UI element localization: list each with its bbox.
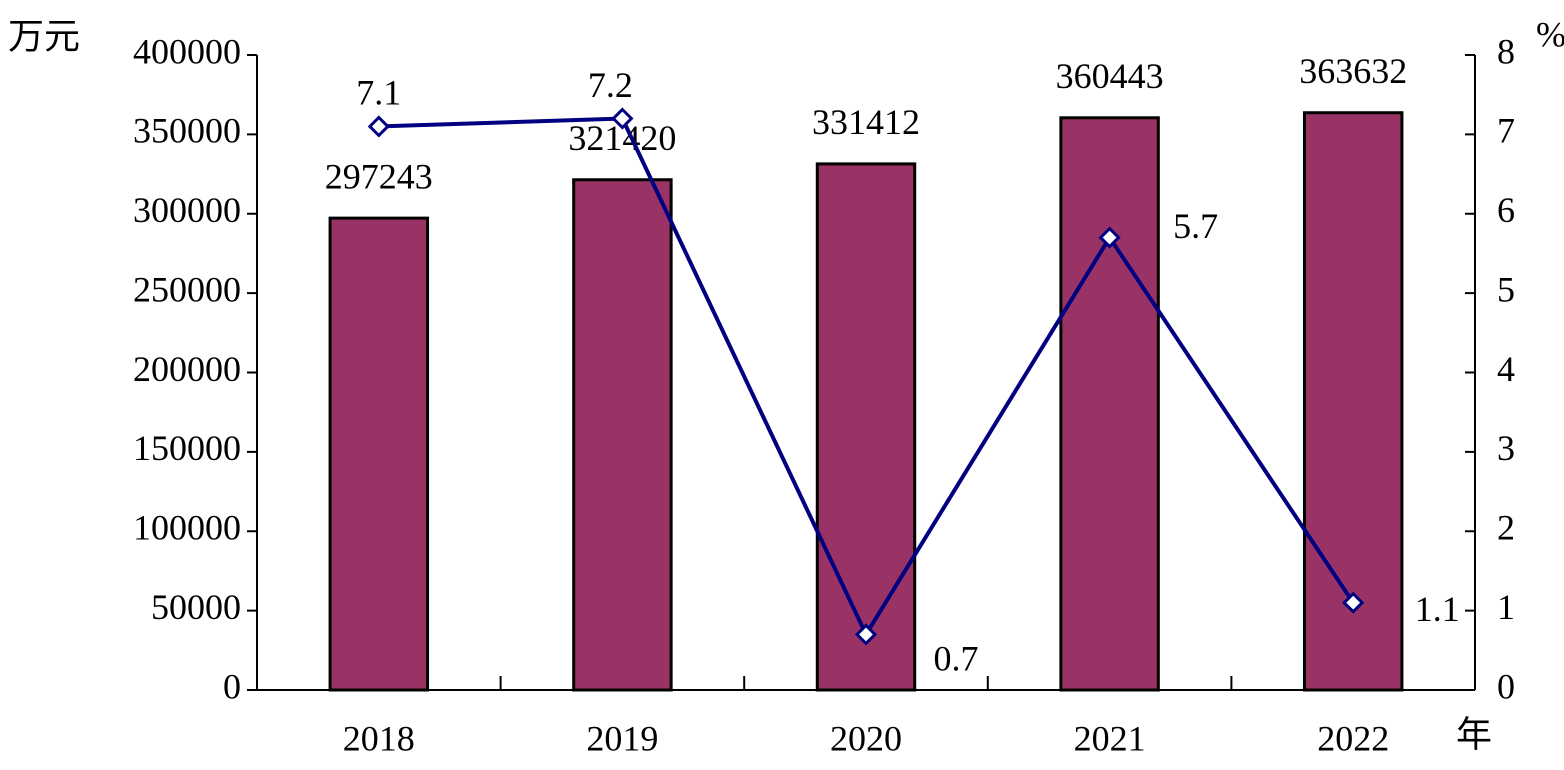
y2-tick-label: 0: [1497, 666, 1515, 706]
x-tick-label: 2021: [1074, 718, 1146, 758]
bar-value-label: 297243: [325, 156, 433, 196]
line-marker: [854, 623, 878, 646]
bar-value-label: 360443: [1056, 56, 1164, 96]
y-tick-label: 0: [223, 666, 241, 706]
line-value-label: 7.2: [588, 65, 633, 105]
y-tick-label: 200000: [133, 349, 241, 389]
line-value-label: 7.1: [356, 73, 401, 113]
x-tick-label: 2018: [343, 718, 415, 758]
bar: [1059, 116, 1160, 692]
y-tick-label: 50000: [151, 587, 241, 627]
line-value-label: 0.7: [934, 639, 979, 679]
y2-axis-label: %: [1536, 14, 1564, 54]
y2-tick-label: 4: [1497, 349, 1515, 389]
y2-tick-label: 8: [1497, 31, 1515, 71]
y-axis-label: 万元: [8, 16, 80, 56]
line-value-label: 5.7: [1173, 206, 1218, 246]
line-marker: [367, 115, 390, 138]
bar: [815, 162, 917, 692]
y2-tick-label: 2: [1497, 508, 1515, 548]
y-tick-label: 400000: [133, 31, 241, 71]
x-tick-label: 2019: [586, 718, 658, 758]
line-marker: [1342, 591, 1365, 614]
line-marker: [1098, 226, 1121, 249]
y-tick-label: 250000: [133, 269, 241, 309]
y-tick-label: 350000: [133, 111, 241, 151]
bar-value-label: 363632: [1299, 51, 1407, 91]
y2-tick-label: 1: [1497, 587, 1515, 627]
y2-tick-label: 6: [1497, 190, 1515, 230]
y2-tick-label: 5: [1497, 269, 1515, 309]
bar: [328, 216, 430, 692]
x-tick-label: 2022: [1317, 718, 1389, 758]
x-axis-label: 年: [1456, 714, 1492, 754]
y-tick-label: 300000: [133, 190, 241, 230]
y2-tick-label: 7: [1497, 111, 1515, 151]
bar: [572, 178, 673, 692]
y-tick-label: 100000: [133, 508, 241, 548]
bar-value-label: 331412: [812, 102, 920, 142]
line-marker: [611, 107, 634, 130]
line-value-label: 1.1: [1415, 589, 1460, 629]
y2-tick-label: 3: [1497, 428, 1515, 468]
x-tick-label: 2020: [830, 718, 902, 758]
y-tick-label: 150000: [133, 428, 241, 468]
